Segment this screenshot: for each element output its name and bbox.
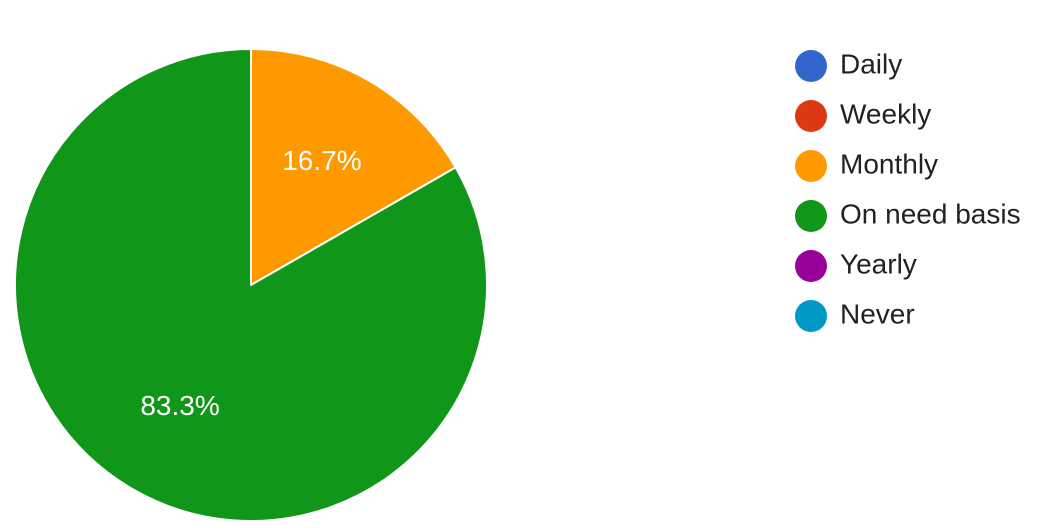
legend-swatch-monthly [795, 150, 827, 182]
slice-labels: 16.7% 83.3% [140, 145, 361, 421]
legend-label-on-need-basis: On need basis [840, 198, 1021, 229]
legend-item-never[interactable]: Never [795, 298, 915, 332]
legend-label-weekly: Weekly [840, 98, 931, 129]
legend-label-never: Never [840, 298, 915, 329]
pie-slice-on-need-basis[interactable] [14, 48, 488, 522]
legend-item-yearly[interactable]: Yearly [795, 248, 917, 282]
slice-label-on-need-basis: 83.3% [140, 390, 219, 421]
legend: Daily Weekly Monthly On need basis Yearly Nev… [795, 48, 1021, 332]
slice-label-monthly: 16.7% [282, 145, 361, 176]
legend-swatch-weekly [795, 100, 827, 132]
legend-swatch-yearly [795, 250, 827, 282]
legend-item-monthly[interactable]: Monthly [795, 148, 938, 182]
legend-label-yearly: Yearly [840, 248, 917, 279]
pie-slice-monthly[interactable] [250, 48, 457, 286]
legend-swatch-never [795, 300, 827, 332]
pie-slices [14, 48, 488, 522]
legend-label-monthly: Monthly [840, 148, 938, 179]
legend-label-daily: Daily [840, 48, 902, 79]
legend-swatch-on-need-basis [795, 200, 827, 232]
legend-item-on-need-basis[interactable]: On need basis [795, 198, 1021, 232]
legend-item-daily[interactable]: Daily [795, 48, 902, 82]
legend-item-weekly[interactable]: Weekly [795, 98, 931, 132]
legend-swatch-daily [795, 50, 827, 82]
